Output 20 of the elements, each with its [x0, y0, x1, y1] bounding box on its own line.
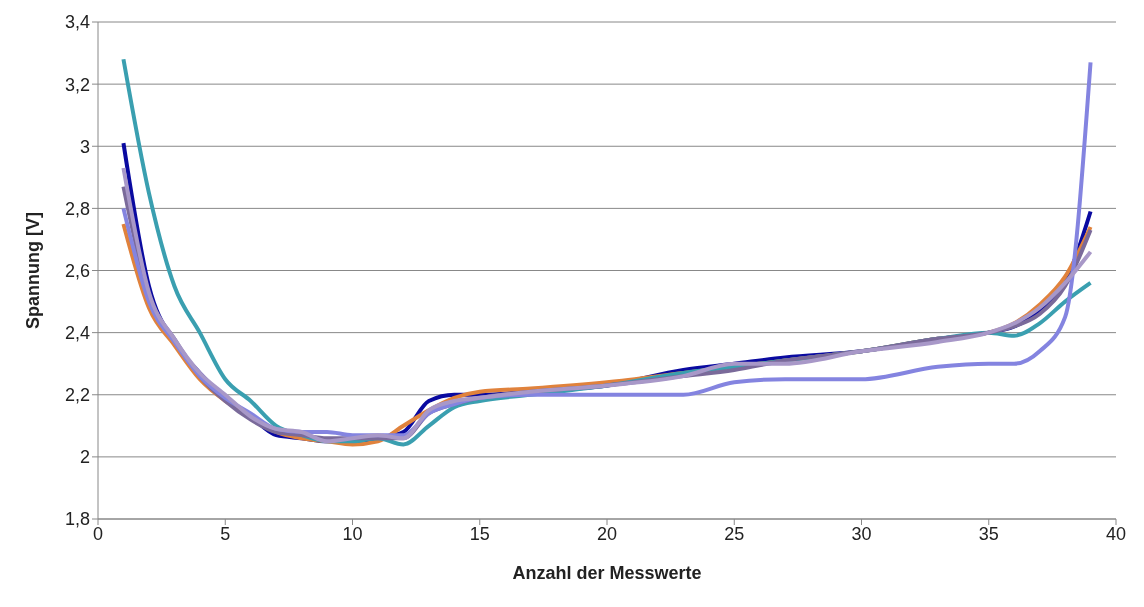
y-tick-label: 2,6 — [64, 260, 90, 281]
x-tick-label: 40 — [1105, 523, 1127, 544]
y-tick-label: 3,4 — [64, 12, 90, 33]
x-tick-label: 5 — [220, 523, 231, 544]
y-tick-label: 2,4 — [64, 323, 90, 344]
y-axis-title: Spannung [V] — [23, 212, 44, 329]
x-tick-label: 10 — [342, 523, 363, 544]
x-tick-label: 0 — [92, 523, 104, 544]
x-axis-title: Anzahl der Messwerte — [512, 563, 702, 583]
x-tick-label: 25 — [724, 523, 745, 544]
y-tick-label: 3,2 — [64, 74, 90, 95]
x-tick-label: 35 — [978, 523, 999, 544]
y-tick-label: 3 — [79, 136, 90, 157]
y-tick-label: 1,8 — [64, 509, 90, 530]
y-tick-label: 2 — [79, 447, 90, 468]
x-tick-label: 15 — [469, 523, 490, 544]
y-tick-label: 2,8 — [64, 198, 90, 219]
y-tick-label: 2,2 — [64, 385, 90, 406]
x-tick-label: 20 — [596, 523, 618, 544]
x-tick-label: 30 — [851, 523, 872, 544]
